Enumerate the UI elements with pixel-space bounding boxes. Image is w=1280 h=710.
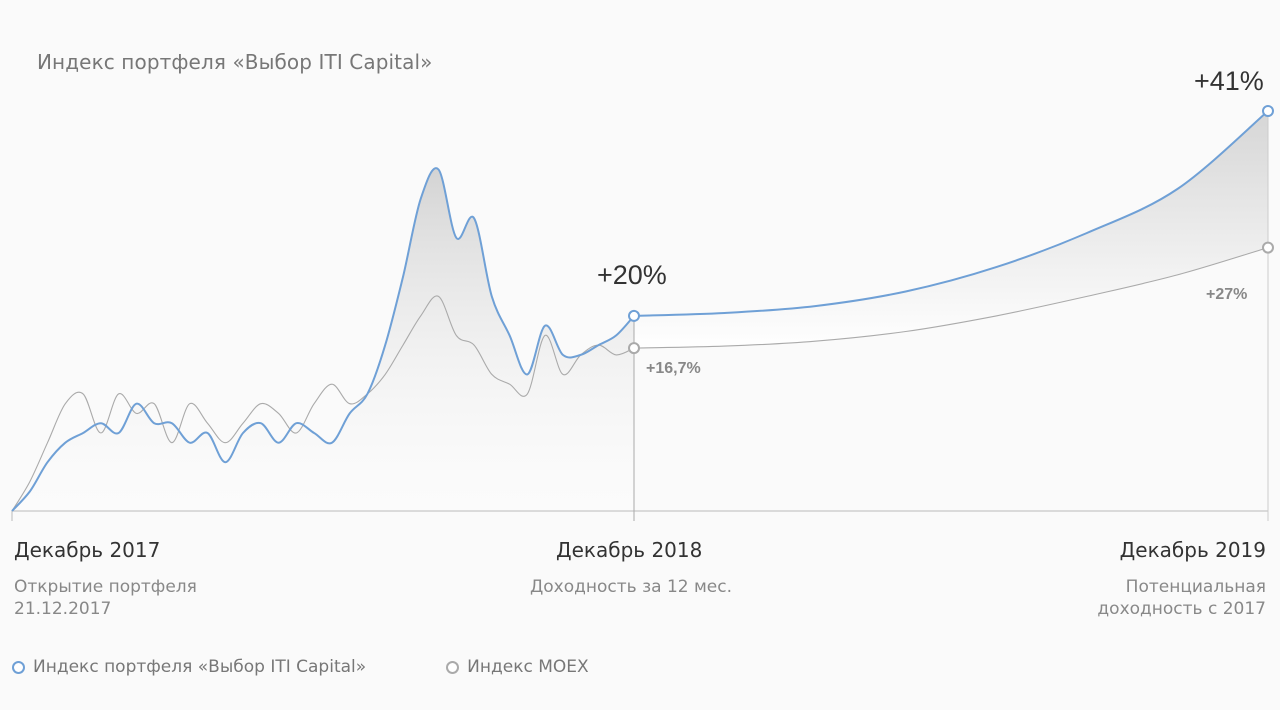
- moex-label-2019: +27%: [1206, 286, 1248, 303]
- line-forecast-portfolio: [633, 110, 1269, 317]
- x-tick-sub-line: Потенциальная: [1125, 577, 1266, 597]
- legend-label-portfolio: Индекс портфеля «Выбор ITI Capital»: [33, 657, 367, 677]
- x-tick-sub-line: Открытие портфеля: [14, 577, 197, 597]
- marker-moex-dec-2018: [628, 342, 640, 355]
- forecast-band: [634, 111, 1268, 349]
- portfolio-label-2018: +20%: [597, 260, 667, 290]
- series-points: [628, 105, 1274, 355]
- legend: Индекс портфеля «Выбор ITI Capital» Инде…: [12, 657, 669, 677]
- forecast-area: [634, 111, 1268, 349]
- legend-marker-portfolio: [12, 660, 25, 674]
- x-tick-sub-line: Доходность за 12 мес.: [530, 577, 733, 597]
- legend-label-moex: Индекс MOEX: [467, 657, 589, 677]
- chart-title: Индекс портфеля «Выбор ITI Capital»: [37, 50, 433, 74]
- line-historical-portfolio: [11, 167, 635, 512]
- legend-item-moex[interactable]: Индекс MOEX: [446, 657, 589, 677]
- moex-label-2018: +16,7%: [646, 360, 701, 377]
- x-tick-sub-line: доходность с 2017: [1097, 599, 1266, 619]
- line-historical-moex: [11, 295, 635, 512]
- x-tick-label-dec-2017: Декабрь 2017: [14, 538, 161, 562]
- legend-marker-moex: [446, 660, 460, 674]
- x-tick-sub-dec-2017: Открытие портфеля 21.12.2017: [14, 576, 197, 620]
- marker-portfolio-dec-2019: [1262, 105, 1274, 117]
- x-tick-label-dec-2019: Декабрь 2019: [1119, 538, 1266, 562]
- x-tick-sub-dec-2018: Доходность за 12 мес.: [530, 576, 732, 598]
- historical-fill: [12, 168, 634, 511]
- historical-area: [12, 168, 634, 511]
- x-tick-label-dec-2018: Декабрь 2018: [556, 538, 703, 562]
- x-tick-sub-dec-2019: Потенциальная доходность с 2017: [1097, 576, 1266, 620]
- marker-moex-dec-2019: [1262, 241, 1274, 254]
- portfolio-label-2019: +41%: [1194, 66, 1264, 96]
- legend-item-portfolio[interactable]: Индекс портфеля «Выбор ITI Capital»: [12, 657, 366, 677]
- x-tick-sub-line: 21.12.2017: [14, 599, 112, 619]
- series-lines: [11, 110, 1269, 512]
- line-forecast-moex: [633, 247, 1269, 349]
- marker-portfolio-dec-2018: [628, 309, 640, 322]
